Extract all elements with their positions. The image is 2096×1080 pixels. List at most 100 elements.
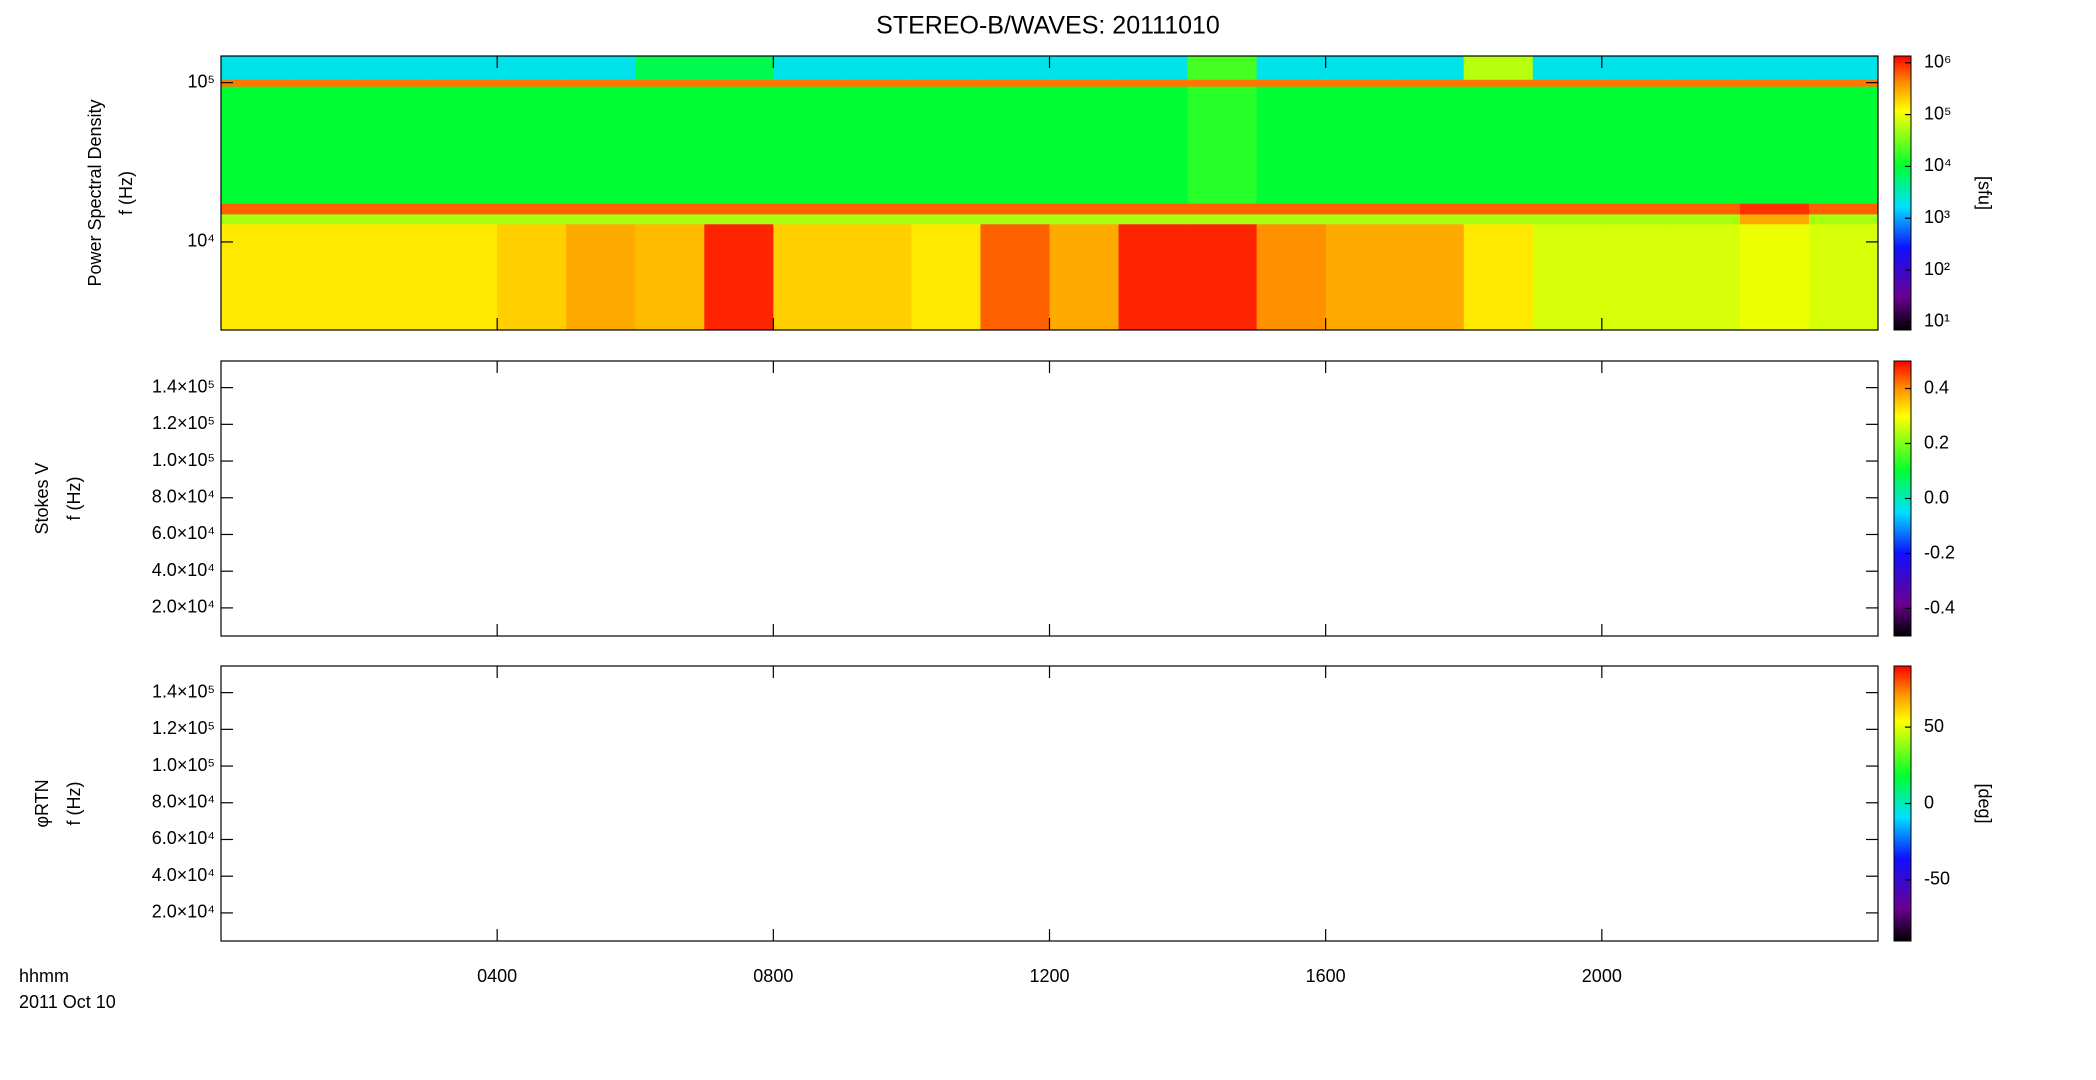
heatmap-cell: [980, 223, 1050, 331]
colorbar-tick-label: 0: [1924, 792, 1934, 812]
heatmap-cell: [704, 86, 774, 204]
heatmap-cell: [1325, 203, 1396, 215]
heatmap-cell: [428, 213, 498, 225]
heatmap-cell: [1256, 223, 1327, 331]
heatmap-cell: [221, 79, 291, 87]
heatmap-cell: [980, 79, 1050, 87]
heatmap-cell: [1256, 86, 1327, 204]
heatmap-cell: [704, 223, 774, 331]
heatmap-cell: [704, 203, 774, 215]
heatmap-cell: [1049, 56, 1120, 80]
heatmap-cell: [1394, 223, 1465, 331]
heatmap-cell: [290, 213, 360, 225]
heatmap-cell: [1532, 56, 1603, 80]
heatmap-cell: [497, 86, 567, 204]
heatmap-cell: [1256, 56, 1327, 80]
colorbar-tick-label: 10⁶: [1924, 52, 1951, 72]
heatmap-cell: [911, 223, 981, 331]
heatmap-cell: [1187, 203, 1258, 215]
colorbar: [1893, 55, 1912, 331]
heatmap-cell: [1187, 86, 1258, 204]
heatmap-cell: [1118, 223, 1189, 331]
colorbar-tick-label: 0.4: [1924, 377, 1949, 397]
heatmap-cell: [290, 86, 360, 204]
colorbar-tick-label: 10⁴: [1924, 155, 1952, 175]
colorbar-tick-label: 0.0: [1924, 487, 1949, 507]
heatmap-cell: [566, 213, 636, 225]
heatmap-cell: [1049, 203, 1120, 215]
heatmap-cell: [1670, 86, 1741, 204]
heatmap-cell: [566, 203, 636, 215]
heatmap-cell: [221, 203, 291, 215]
y-tick-label: 8.0×10⁴: [152, 792, 215, 812]
heatmap-cell: [1325, 79, 1396, 87]
x-tick-label: 1200: [1029, 966, 1069, 986]
heatmap-cell: [1118, 203, 1189, 215]
heatmap-cell: [359, 56, 429, 80]
heatmap-cell: [1601, 86, 1672, 204]
heatmap-cell: [1325, 56, 1396, 80]
heatmap-cell: [1325, 213, 1396, 225]
heatmap-cell: [497, 56, 567, 80]
heatmap-cell: [911, 86, 981, 204]
heatmap-cell: [1118, 213, 1189, 225]
heatmap-cell: [842, 203, 912, 215]
heatmap-cell: [497, 79, 567, 87]
heatmap-cell: [1670, 79, 1741, 87]
heatmap-cell: [1187, 223, 1258, 331]
x-axis-label: hhmm: [19, 966, 69, 986]
heatmap-cell: [911, 56, 981, 80]
heatmap-cell: [1808, 86, 1879, 204]
colorbar-tick-label: 50: [1924, 716, 1944, 736]
heatmap-cell: [1739, 213, 1810, 225]
heatmap-cell: [1256, 203, 1327, 215]
colorbar-tick-label: 10⁵: [1924, 103, 1951, 123]
heatmap-cell: [842, 213, 912, 225]
heatmap-cell: [635, 86, 705, 204]
heatmap-cell: [359, 203, 429, 215]
y-axis-label: f (Hz): [64, 477, 84, 521]
y-tick-label: 1.2×10⁵: [152, 413, 215, 433]
heatmap-cell: [221, 223, 291, 331]
colorbar-tick-label: 10²: [1924, 259, 1950, 279]
heatmap-cell: [980, 203, 1050, 215]
heatmap-cell: [1808, 79, 1879, 87]
y-tick-label: 6.0×10⁴: [152, 523, 215, 543]
plot-frame: [220, 360, 1879, 637]
heatmap-cell: [1049, 86, 1120, 204]
heatmap-cell: [359, 223, 429, 331]
colorbar-tick-label: 10¹: [1924, 311, 1950, 331]
heatmap-cell: [1463, 213, 1534, 225]
heatmap-cell: [635, 223, 705, 331]
y-axis-label: Stokes V: [32, 462, 52, 534]
heatmap-cell: [221, 86, 291, 204]
y-tick-label: 1.4×10⁵: [152, 681, 215, 701]
heatmap-cell: [773, 223, 843, 331]
heatmap-cell: [290, 56, 360, 80]
heatmap-cell: [1670, 56, 1741, 80]
y-tick-label: 4.0×10⁴: [152, 560, 215, 580]
heatmap-cell: [290, 203, 360, 215]
heatmap-cell: [1325, 86, 1396, 204]
heatmap-cell: [1601, 203, 1672, 215]
y-tick-label: 1.0×10⁵: [152, 755, 215, 775]
y-axis-label: φRTN: [32, 779, 52, 827]
heatmap-cell: [980, 86, 1050, 204]
heatmap-cell: [773, 79, 843, 87]
heatmap-cell: [1463, 56, 1534, 80]
heatmap-cell: [566, 86, 636, 204]
heatmap-cell: [428, 56, 498, 80]
y-tick-label: 8.0×10⁴: [152, 487, 215, 507]
heatmap-cell: [1394, 213, 1465, 225]
heatmap-cell: [773, 213, 843, 225]
y-tick-label: 10⁴: [187, 231, 215, 251]
colorbar-tick-label: -0.4: [1924, 597, 1955, 617]
colorbar-tick-label: 0.2: [1924, 432, 1949, 452]
heatmap-cell: [1394, 56, 1465, 80]
heatmap-cell: [1601, 79, 1672, 87]
x-tick-label: 2000: [1582, 966, 1622, 986]
y-tick-label: 10⁵: [188, 71, 215, 91]
x-tick-label: 0800: [753, 966, 793, 986]
heatmap-cell: [1601, 56, 1672, 80]
